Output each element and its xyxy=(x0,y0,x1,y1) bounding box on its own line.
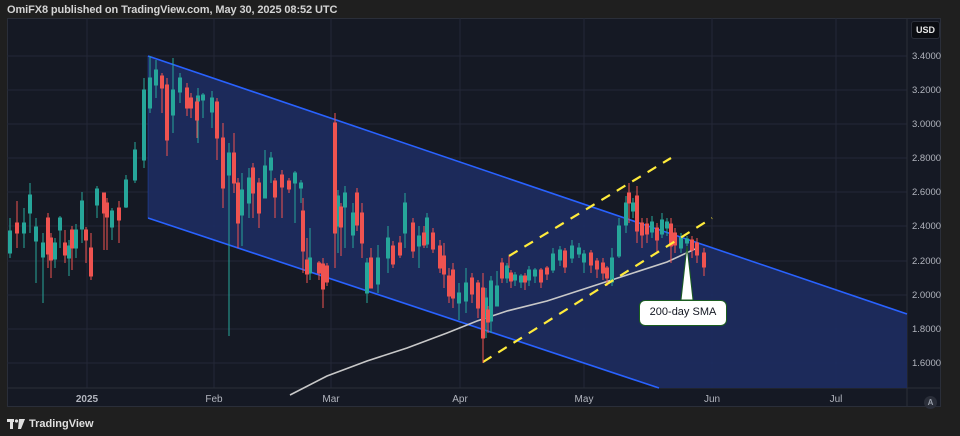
sma-annotation-label: 200-day SMA xyxy=(639,300,727,326)
svg-text:Jun: Jun xyxy=(704,394,720,405)
svg-text:2.20000: 2.20000 xyxy=(912,256,941,267)
svg-text:1.80000: 1.80000 xyxy=(912,324,941,335)
auto-scale-button[interactable]: A xyxy=(924,396,937,409)
price-axis-labels: 3.40000 3.20000 3.00000 2.80000 2.60000 … xyxy=(912,51,941,369)
svg-text:3.00000: 3.00000 xyxy=(912,119,941,130)
svg-text:2.00000: 2.00000 xyxy=(912,290,941,301)
svg-text:2.80000: 2.80000 xyxy=(912,153,941,164)
svg-text:May: May xyxy=(575,394,594,405)
svg-text:Jul: Jul xyxy=(830,394,843,405)
brand-name: TradingView xyxy=(29,418,94,430)
chart-canvas[interactable]: 3.40000 3.20000 3.00000 2.80000 2.60000 … xyxy=(7,18,941,407)
svg-text:2.60000: 2.60000 xyxy=(912,187,941,198)
currency-button[interactable]: USD xyxy=(911,21,940,39)
candlesticks xyxy=(8,56,706,363)
svg-text:Mar: Mar xyxy=(322,394,340,405)
svg-text:Apr: Apr xyxy=(452,394,468,405)
time-axis-labels: 2025 Feb Mar Apr May Jun Jul xyxy=(76,394,843,405)
tradingview-logo: TradingView xyxy=(7,418,94,430)
svg-text:2.40000: 2.40000 xyxy=(912,221,941,232)
publisher-caption: OmiFX8 published on TradingView.com, May… xyxy=(7,4,338,16)
channel-upper-line xyxy=(147,55,908,315)
descending-channel-fill xyxy=(148,56,907,388)
channel-lower-line xyxy=(147,217,660,389)
svg-text:2025: 2025 xyxy=(76,394,99,405)
svg-text:3.40000: 3.40000 xyxy=(912,51,941,62)
svg-text:3.20000: 3.20000 xyxy=(912,85,941,96)
svg-text:Feb: Feb xyxy=(205,394,223,405)
tradingview-logo-icon xyxy=(7,419,25,429)
svg-text:1.60000: 1.60000 xyxy=(912,358,941,369)
ascending-dashed-channel xyxy=(482,157,713,363)
